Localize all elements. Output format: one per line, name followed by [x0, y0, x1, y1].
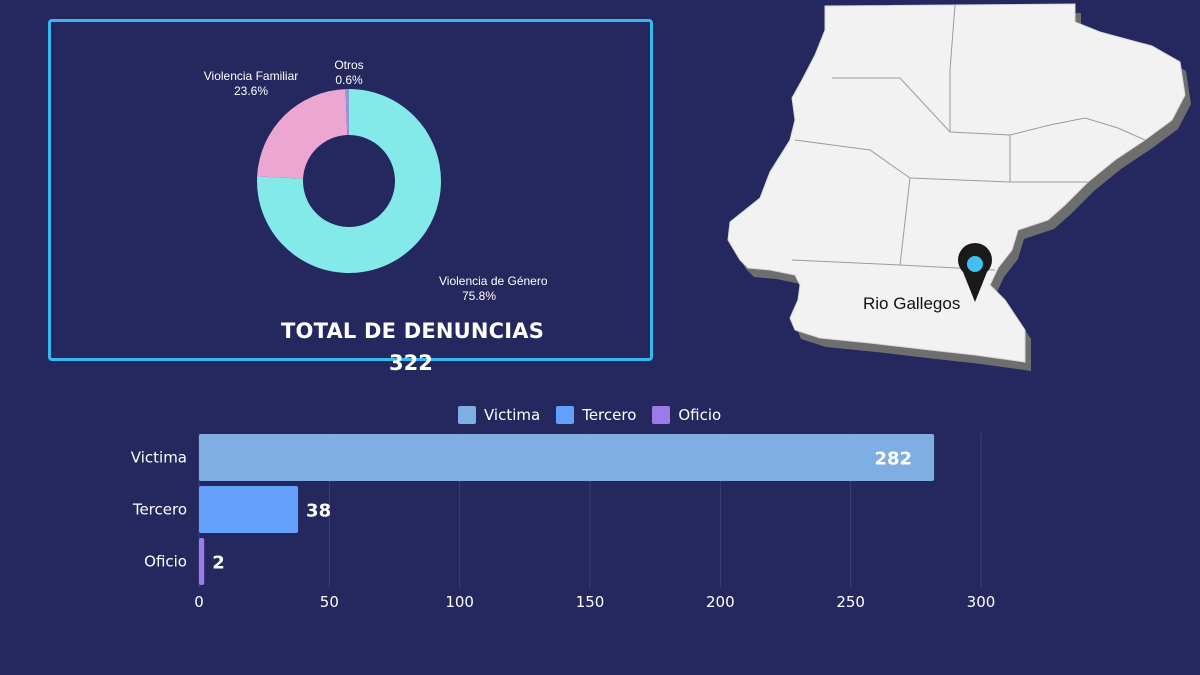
donut-value-violencia-familiar: 23.6%: [234, 84, 268, 98]
x-tick-label-250: 250: [836, 593, 865, 611]
total-title: TOTAL DE DENUNCIAS: [281, 319, 545, 343]
x-tick-label-200: 200: [706, 593, 735, 611]
legend-swatch-oficio: [652, 406, 671, 424]
bar-victima: [199, 434, 935, 481]
map-pin-dot: [967, 256, 983, 272]
donut-slice-violencia-familiar: [257, 89, 348, 179]
x-tick-label-100: 100: [445, 593, 474, 611]
donut-value-otros: 0.6%: [335, 73, 363, 87]
bar-chart: 0 50 100 150 200 250 300 Victima 282 Tercero 38 Ofi…: [131, 433, 996, 611]
legend-item-tercero: Tercero: [556, 406, 636, 424]
x-tick-label-150: 150: [576, 593, 605, 611]
bar-tercero: [199, 486, 299, 533]
donut-label-violencia-de-genero: Violencia de Género: [439, 274, 548, 288]
donut-slice-violencia-de-genero: [257, 89, 441, 273]
map: [727, 3, 1191, 371]
x-tick-label-0: 0: [194, 593, 204, 611]
bar-legend: Victima Tercero Oficio: [458, 404, 737, 426]
legend-item-victima: Victima: [458, 406, 540, 424]
legend-label-oficio: Oficio: [678, 406, 722, 424]
map-pin: [958, 242, 992, 302]
map-land: [727, 3, 1186, 363]
bar-value-label-tercero: 38: [306, 501, 331, 522]
legend-swatch-victima: [458, 406, 476, 424]
legend-swatch-tercero: [556, 406, 575, 424]
donut-slice-otros: [345, 89, 349, 136]
category-label-tercero: Tercero: [132, 501, 187, 519]
donut-label-violencia-familiar: Violencia Familiar: [204, 69, 298, 83]
x-tick-label-50: 50: [320, 593, 339, 611]
donut-label-otros: Otros: [334, 58, 363, 72]
category-label-victima: Victima: [131, 449, 187, 467]
bar-value-label-victima: 282: [875, 449, 913, 470]
donut-value-violencia-de-genero: 75.8%: [462, 289, 496, 303]
map-pin-icon: [958, 242, 992, 302]
legend-item-oficio: Oficio: [652, 406, 721, 424]
donut-panel: Violencia de Género 75.8% Violencia Famili…: [48, 19, 653, 375]
legend-label-tercero: Tercero: [582, 406, 637, 424]
bar-value-label-oficio: 2: [212, 553, 225, 574]
category-label-oficio: Oficio: [144, 553, 187, 571]
legend-label-victima: Victima: [484, 406, 541, 424]
bar-oficio: [199, 538, 205, 585]
total-value: 322: [389, 351, 433, 375]
x-tick-label-300: 300: [967, 593, 996, 611]
map-pin-label: Rio Gallegos: [863, 294, 961, 313]
